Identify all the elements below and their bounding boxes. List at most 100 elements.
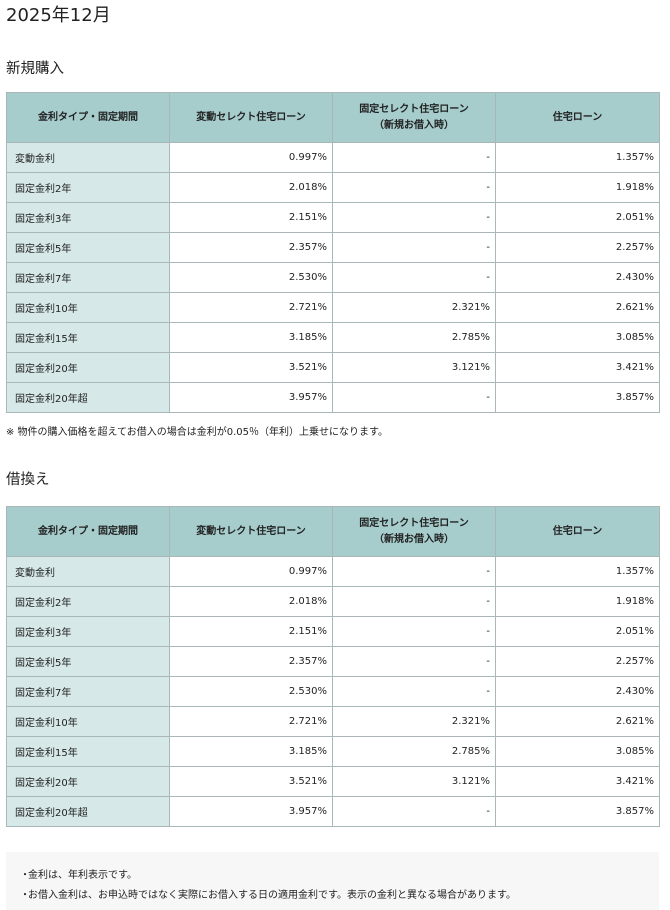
fixed-select-rate: -	[332, 586, 496, 617]
row-label: 固定金利20年	[6, 352, 170, 383]
row-label: 固定金利5年	[6, 646, 170, 677]
table-row: 固定金利15年 3.185% 2.785% 3.085%	[6, 736, 660, 767]
housing-loan-rate: 2.621%	[495, 706, 660, 737]
fixed-select-rate: -	[332, 556, 496, 587]
fixed-select-rate: -	[332, 796, 496, 827]
table-row: 固定金利5年 2.357% - 2.257%	[6, 232, 660, 263]
row-label: 固定金利2年	[6, 172, 170, 203]
table-row: 固定金利10年 2.721% 2.321% 2.621%	[6, 292, 660, 323]
variable-select-rate: 2.530%	[169, 676, 333, 707]
table-row: 固定金利2年 2.018% - 1.918%	[6, 586, 660, 617]
header-fixed-select-loan-subtitle: （新規お借入時）	[374, 533, 454, 545]
variable-select-rate: 3.521%	[169, 766, 333, 797]
footer-notes-list: ・金利は、年利表示です。 ・お借入金利は、お申込時ではなく実際にお借入する日の適…	[6, 852, 659, 906]
header-housing-loan: 住宅ローン	[495, 506, 660, 557]
row-label: 固定金利20年	[6, 766, 170, 797]
variable-select-rate: 3.957%	[169, 796, 333, 827]
table-row: 固定金利20年超 3.957% - 3.857%	[6, 796, 660, 827]
table-header-row: 金利タイプ・固定期間 変動セレクト住宅ローン 固定セレクト住宅ローン （新規お借…	[6, 92, 660, 143]
variable-select-rate: 2.530%	[169, 262, 333, 293]
housing-loan-rate: 1.918%	[495, 586, 660, 617]
row-label: 固定金利15年	[6, 736, 170, 767]
footer-note-item: ・金利は、年利表示です。	[20, 866, 659, 886]
footer-note-text: 金利は、年利表示です。	[28, 870, 137, 881]
table-header-row: 金利タイプ・固定期間 変動セレクト住宅ローン 固定セレクト住宅ローン （新規お借…	[6, 506, 660, 557]
variable-select-rate: 2.018%	[169, 586, 333, 617]
table-row: 固定金利7年 2.530% - 2.430%	[6, 676, 660, 707]
fixed-select-rate: 2.321%	[332, 292, 496, 323]
header-rate-type: 金利タイプ・固定期間	[6, 506, 170, 557]
fixed-select-rate: -	[332, 172, 496, 203]
fixed-select-rate: -	[332, 142, 496, 173]
fixed-select-rate: 2.785%	[332, 322, 496, 353]
fixed-select-rate: -	[332, 676, 496, 707]
variable-select-rate: 2.151%	[169, 202, 333, 233]
row-label: 固定金利20年超	[6, 382, 170, 413]
fixed-select-rate: 2.321%	[332, 706, 496, 737]
fixed-select-rate: 3.121%	[332, 352, 496, 383]
variable-select-rate: 2.357%	[169, 232, 333, 263]
fixed-select-rate: -	[332, 616, 496, 647]
fixed-select-rate: 3.121%	[332, 766, 496, 797]
section-title-refinance: 借換え	[6, 472, 50, 488]
row-label: 固定金利3年	[6, 616, 170, 647]
row-label: 変動金利	[6, 142, 170, 173]
header-fixed-select-loan-title: 固定セレクト住宅ローン	[359, 517, 469, 529]
housing-loan-rate: 2.051%	[495, 616, 660, 647]
variable-select-rate: 3.521%	[169, 352, 333, 383]
table-row: 固定金利3年 2.151% - 2.051%	[6, 616, 660, 647]
variable-select-rate: 2.151%	[169, 616, 333, 647]
housing-loan-rate: 3.857%	[495, 382, 660, 413]
fixed-select-rate: -	[332, 646, 496, 677]
housing-loan-rate: 2.051%	[495, 202, 660, 233]
table-row: 固定金利2年 2.018% - 1.918%	[6, 172, 660, 203]
table-row: 固定金利7年 2.530% - 2.430%	[6, 262, 660, 293]
row-label: 固定金利2年	[6, 586, 170, 617]
refinance-rate-table: 金利タイプ・固定期間 変動セレクト住宅ローン 固定セレクト住宅ローン （新規お借…	[6, 506, 660, 827]
table-row: 固定金利3年 2.151% - 2.051%	[6, 202, 660, 233]
variable-select-rate: 0.997%	[169, 142, 333, 173]
row-label: 固定金利15年	[6, 322, 170, 353]
row-label: 固定金利3年	[6, 202, 170, 233]
section-title-new-purchase: 新規購入	[6, 61, 64, 77]
footer-note-text: お借入金利は、お申込時ではなく実際にお借入する日の適用金利です。表示の金利と異な…	[28, 890, 516, 901]
housing-loan-rate: 3.085%	[495, 736, 660, 767]
housing-loan-rate: 2.621%	[495, 292, 660, 323]
housing-loan-rate: 1.918%	[495, 172, 660, 203]
footer-note-item: ・お借入金利は、お申込時ではなく実際にお借入する日の適用金利です。表示の金利と異…	[20, 886, 659, 906]
fixed-select-rate: 2.785%	[332, 736, 496, 767]
housing-loan-rate: 1.357%	[495, 556, 660, 587]
variable-select-rate: 2.721%	[169, 706, 333, 737]
variable-select-rate: 2.721%	[169, 292, 333, 323]
housing-loan-rate: 2.257%	[495, 232, 660, 263]
table-row: 固定金利20年 3.521% 3.121% 3.421%	[6, 352, 660, 383]
variable-select-rate: 2.018%	[169, 172, 333, 203]
page-title: 2025年12月	[6, 5, 111, 26]
table-row: 固定金利10年 2.721% 2.321% 2.621%	[6, 706, 660, 737]
footer-notes: ・金利は、年利表示です。 ・お借入金利は、お申込時ではなく実際にお借入する日の適…	[6, 852, 659, 910]
table-row: 固定金利5年 2.357% - 2.257%	[6, 646, 660, 677]
housing-loan-rate: 2.430%	[495, 262, 660, 293]
table-row: 固定金利15年 3.185% 2.785% 3.085%	[6, 322, 660, 353]
header-variable-select-loan: 変動セレクト住宅ローン	[169, 506, 333, 557]
header-fixed-select-loan-subtitle: （新規お借入時）	[374, 119, 454, 131]
header-housing-loan: 住宅ローン	[495, 92, 660, 143]
fixed-select-rate: -	[332, 262, 496, 293]
header-variable-select-loan: 変動セレクト住宅ローン	[169, 92, 333, 143]
table-row: 固定金利20年 3.521% 3.121% 3.421%	[6, 766, 660, 797]
variable-select-rate: 3.185%	[169, 736, 333, 767]
housing-loan-rate: 2.430%	[495, 676, 660, 707]
header-fixed-select-loan: 固定セレクト住宅ローン （新規お借入時）	[332, 92, 496, 143]
row-label: 固定金利10年	[6, 706, 170, 737]
housing-loan-rate: 3.421%	[495, 766, 660, 797]
table-row: 固定金利20年超 3.957% - 3.857%	[6, 382, 660, 413]
header-fixed-select-loan: 固定セレクト住宅ローン （新規お借入時）	[332, 506, 496, 557]
bullet-marker: ・	[20, 890, 30, 901]
row-label: 固定金利7年	[6, 676, 170, 707]
variable-select-rate: 3.185%	[169, 322, 333, 353]
variable-select-rate: 2.357%	[169, 646, 333, 677]
housing-loan-rate: 3.421%	[495, 352, 660, 383]
header-fixed-select-loan-title: 固定セレクト住宅ローン	[359, 103, 469, 115]
row-label: 固定金利5年	[6, 232, 170, 263]
bullet-marker: ・	[20, 870, 30, 881]
